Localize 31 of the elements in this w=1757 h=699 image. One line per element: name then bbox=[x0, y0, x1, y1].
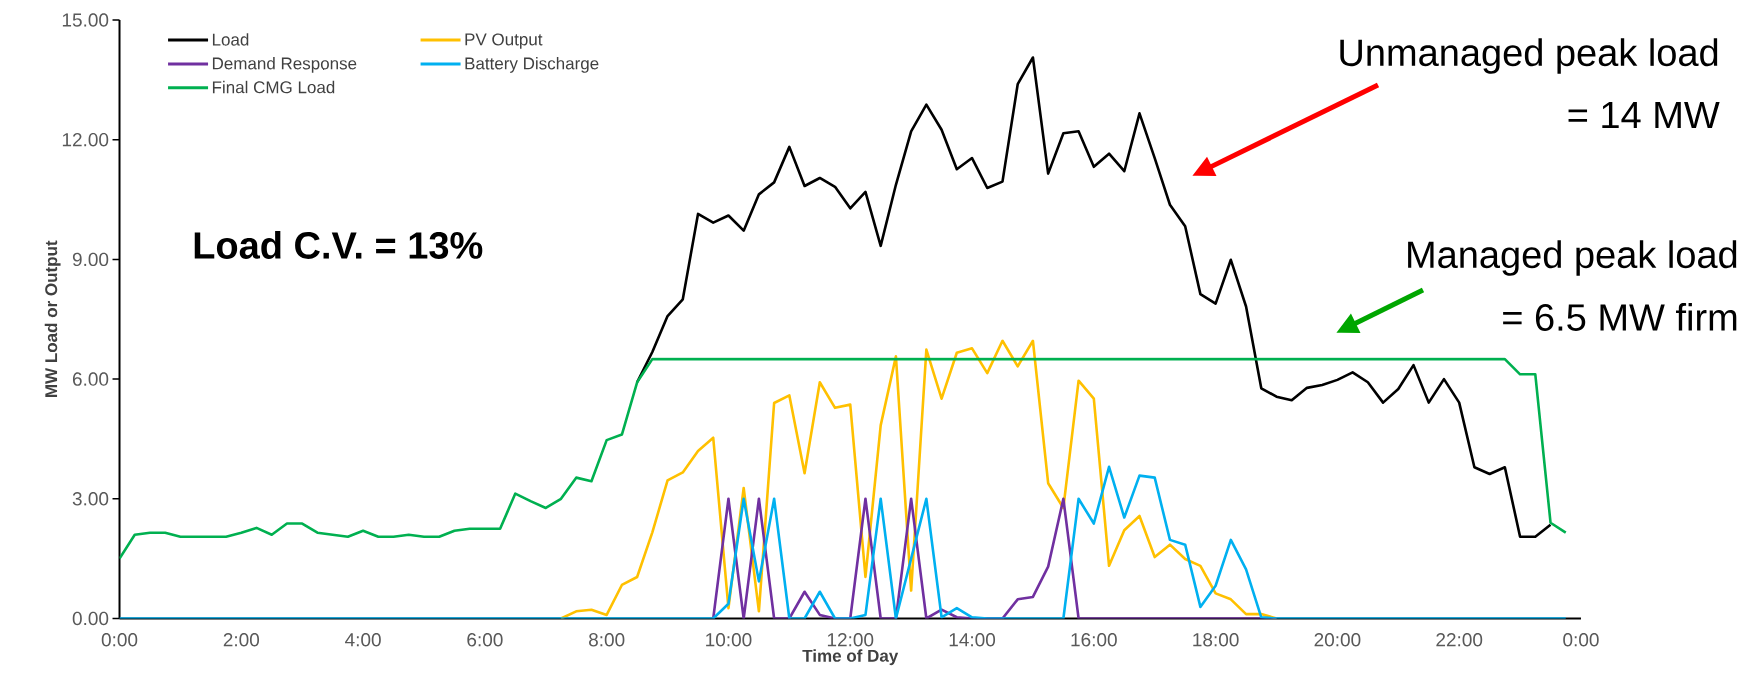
annotation: Managed peak load bbox=[1408, 240, 1737, 276]
x-axis-title: Time of Day bbox=[802, 649, 899, 666]
annotation: = 6.5 MW firm bbox=[1503, 303, 1737, 331]
annotation: = 14 MW bbox=[1568, 101, 1720, 129]
x-tick-label: 12:00 bbox=[827, 633, 874, 647]
annotation: Unmanaged peak load bbox=[1340, 38, 1718, 74]
y-tick-label: 6.00 bbox=[72, 372, 109, 386]
legend-label: PV Output bbox=[465, 33, 543, 49]
y-tick-label: 15.00 bbox=[62, 13, 109, 27]
x-tick-label: 2:00 bbox=[223, 633, 260, 647]
legend-label: Battery Discharge bbox=[465, 57, 599, 73]
y-axis-title: MW Load or Output bbox=[44, 240, 61, 397]
x-tick-label: 0:00 bbox=[101, 633, 138, 647]
x-tick-label: 18:00 bbox=[1193, 633, 1239, 647]
y-tick-label: 3.00 bbox=[72, 492, 109, 506]
x-tick-label: 0:00 bbox=[1563, 633, 1599, 647]
legend-label: Load bbox=[212, 33, 249, 46]
x-tick-label: 22:00 bbox=[1436, 633, 1483, 647]
legend-label: Final CMG Load bbox=[212, 80, 335, 94]
annotation: Load C.V. = 13% bbox=[194, 231, 483, 259]
y-tick-label: 9.00 bbox=[72, 252, 109, 267]
x-tick-label: 8:00 bbox=[589, 633, 625, 647]
legend-label: Demand Response bbox=[212, 57, 357, 73]
x-tick-label: 16:00 bbox=[1071, 633, 1117, 647]
y-tick-label: 0.00 bbox=[72, 611, 109, 626]
x-tick-label: 6:00 bbox=[467, 633, 503, 647]
y-tick-label: 12.00 bbox=[62, 132, 109, 147]
x-tick-label: 20:00 bbox=[1314, 633, 1361, 647]
x-tick-label: 14:00 bbox=[949, 633, 996, 647]
x-tick-label: 4:00 bbox=[345, 633, 381, 647]
x-tick-label: 10:00 bbox=[706, 633, 752, 647]
